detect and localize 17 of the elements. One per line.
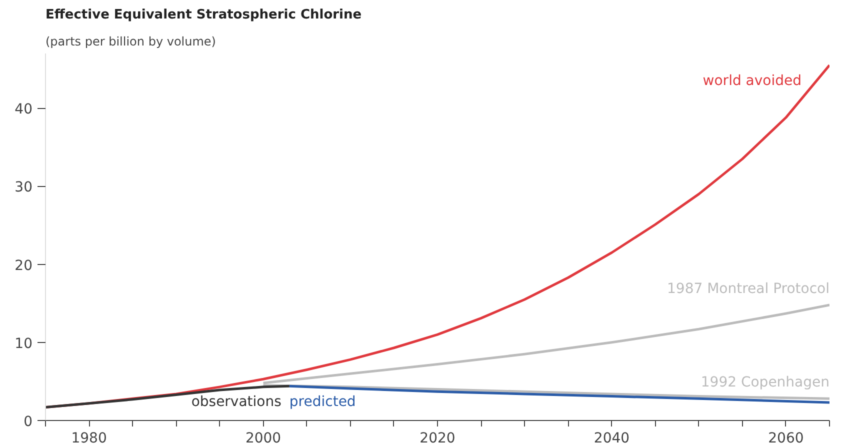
x-tick-label: 2020 bbox=[420, 430, 456, 445]
x-tick-label: 2000 bbox=[245, 430, 282, 445]
series-label: 1987 Montreal Protocol bbox=[667, 280, 830, 297]
series-label: predicted bbox=[289, 394, 356, 410]
x-tick-label: 2060 bbox=[768, 430, 804, 445]
series-label: observations bbox=[191, 394, 282, 410]
y-tick-label: 0 bbox=[24, 414, 33, 430]
y-tick-label: 20 bbox=[14, 258, 33, 274]
y-tick-label: 40 bbox=[14, 102, 33, 118]
chart-title: Effective Equivalent Stratospheric Chlorine bbox=[46, 8, 362, 22]
series-label: 1992 Copenhagen bbox=[700, 374, 830, 391]
y-tick-label: 10 bbox=[14, 336, 33, 352]
series-label: world avoided bbox=[702, 73, 802, 90]
x-tick-label: 1980 bbox=[71, 430, 107, 445]
y-tick-label: 30 bbox=[14, 180, 33, 196]
chart-subtitle: (parts per billion by volume) bbox=[46, 34, 216, 48]
x-tick-label: 2040 bbox=[594, 430, 630, 445]
